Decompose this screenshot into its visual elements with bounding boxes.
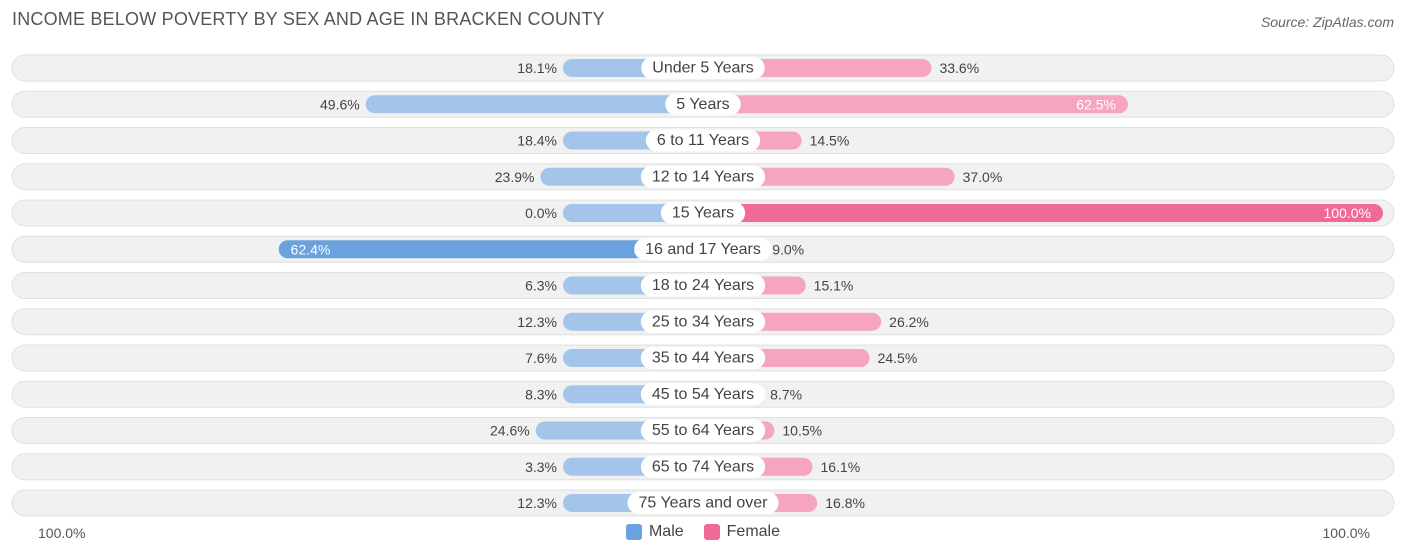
male-bar [278, 240, 703, 259]
legend-label-female: Female [726, 523, 781, 540]
legend-swatch-male [625, 524, 642, 540]
category-pill [665, 93, 741, 116]
male-value-label: 7.6% [525, 350, 557, 366]
category-pill [627, 492, 779, 514]
category-pill [640, 165, 766, 188]
male-value-label: 12.3% [517, 495, 557, 511]
male-value-label: 8.3% [525, 386, 557, 402]
category-pill [640, 383, 766, 406]
category-pill [640, 455, 766, 478]
category-pill [640, 310, 766, 333]
category-pill [640, 347, 766, 369]
female-value-label: 37.0% [963, 169, 1003, 185]
category-pill [641, 57, 765, 79]
female-value-label: 10.5% [782, 423, 822, 439]
female-bar [703, 95, 1128, 114]
source-label: Source: ZipAtlas.com [1260, 14, 1394, 30]
chart-title: INCOME BELOW POVERTY BY SEX AND AGE IN B… [12, 9, 605, 29]
category-label: 18 to 24 Years [652, 277, 754, 294]
male-value-label: 62.4% [291, 241, 331, 257]
male-value-label: 18.1% [517, 60, 557, 76]
female-value-label: 33.6% [939, 60, 979, 76]
axis-left-label: 100.0% [38, 525, 86, 541]
male-value-label: 18.4% [517, 133, 557, 149]
male-value-label: 6.3% [525, 278, 557, 294]
male-value-label: 23.9% [495, 169, 535, 185]
category-label: 15 Years [672, 205, 734, 222]
category-label: 12 to 14 Years [652, 168, 754, 185]
female-value-label: 26.2% [889, 314, 929, 330]
category-label: 55 to 64 Years [652, 422, 754, 439]
female-value-label: 62.5% [1076, 96, 1116, 112]
female-value-label: 24.5% [878, 350, 918, 366]
category-label: 6 to 11 Years [657, 132, 749, 149]
legend-swatch-female [703, 524, 720, 540]
category-label: 16 and 17 Years [645, 241, 761, 258]
category-label: 75 Years and over [639, 495, 769, 512]
category-label: 45 to 54 Years [652, 386, 754, 403]
male-value-label: 49.6% [320, 96, 360, 112]
male-bar [365, 95, 703, 114]
bar-chart: 18.1% 33.6% Under 5 Years 49.6% 62.5% 5 Years… [11, 54, 1395, 517]
male-value-label: 0.0% [525, 205, 557, 221]
female-value-label: 14.5% [810, 133, 850, 149]
female-value-label: 8.7% [770, 386, 802, 402]
category-pill [645, 129, 761, 152]
legend-item-female: Female [703, 523, 781, 541]
category-pill [634, 238, 772, 261]
female-value-label: 16.1% [820, 459, 860, 475]
male-value-label: 12.3% [517, 314, 557, 330]
female-value-label: 16.8% [825, 495, 865, 511]
category-label: 5 Years [676, 96, 729, 113]
male-value-label: 3.3% [525, 459, 557, 475]
category-pill [640, 419, 766, 442]
legend: Male Female [0, 523, 1406, 541]
category-label: 25 to 34 Years [652, 313, 754, 330]
female-value-label: 9.0% [772, 241, 804, 257]
axis-right-label: 100.0% [1322, 525, 1370, 541]
legend-label-male: Male [648, 523, 684, 540]
category-label: 65 to 74 Years [652, 458, 754, 475]
male-value-label: 24.6% [490, 423, 530, 439]
legend-item-male: Male [625, 523, 684, 541]
category-label: 35 to 44 Years [652, 350, 754, 367]
category-pill [640, 274, 766, 297]
female-bar [703, 167, 955, 186]
category-pill [660, 202, 746, 224]
category-label: Under 5 Years [652, 60, 753, 77]
female-bar [703, 204, 1383, 222]
female-value-label: 15.1% [814, 278, 854, 294]
female-value-label: 100.0% [1324, 205, 1371, 221]
